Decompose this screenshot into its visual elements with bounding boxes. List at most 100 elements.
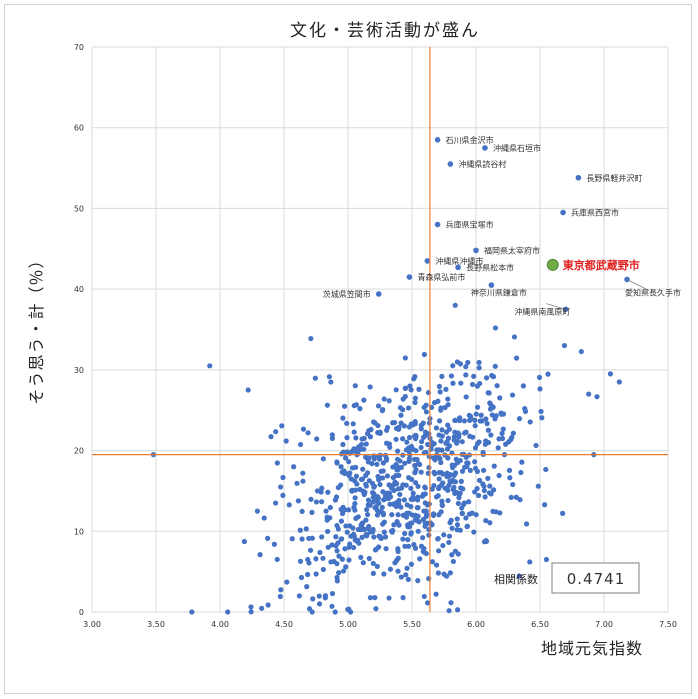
data-point: [272, 500, 279, 506]
data-point: [492, 416, 498, 422]
data-point: [459, 439, 465, 445]
data-point: [445, 487, 451, 493]
data-point: [334, 578, 340, 584]
data-point: [424, 600, 431, 606]
data-point: [394, 467, 400, 473]
data-point: [241, 538, 247, 545]
data-point: [357, 406, 363, 412]
data-point: [400, 512, 406, 518]
data-point: [381, 396, 387, 402]
data-point: [374, 461, 380, 467]
data-point: [436, 447, 442, 453]
labeled-point: [488, 282, 495, 288]
data-point: [445, 435, 452, 441]
data-point: [375, 473, 381, 480]
data-point: [510, 481, 516, 488]
data-point: [452, 470, 459, 476]
highlight-point: [546, 258, 559, 271]
data-point: [473, 512, 479, 518]
data-point: [393, 425, 400, 432]
data-point: [342, 546, 348, 552]
data-point: [320, 566, 326, 573]
data-point: [441, 571, 447, 577]
data-point: [464, 463, 470, 470]
data-point: [375, 403, 382, 409]
data-point: [402, 460, 408, 466]
data-point: [497, 510, 503, 516]
data-point: [365, 502, 371, 508]
data-point: [412, 462, 418, 469]
data-point: [479, 418, 485, 424]
data-point: [291, 464, 297, 470]
data-point: [389, 528, 395, 534]
data-point: [420, 535, 426, 541]
data-point: [450, 558, 456, 565]
data-point: [454, 359, 460, 365]
data-point: [342, 455, 349, 461]
data-point: [346, 557, 352, 563]
data-point: [436, 548, 442, 554]
labeled-point: [375, 291, 382, 297]
data-point: [352, 478, 358, 484]
data-point: [444, 446, 451, 452]
data-point: [248, 609, 254, 615]
data-point: [381, 529, 387, 535]
data-point: [305, 556, 311, 563]
data-point: [326, 374, 332, 380]
data-point: [416, 386, 422, 392]
data-point: [333, 534, 339, 540]
data-point: [395, 568, 401, 574]
data-point: [406, 448, 412, 454]
data-point: [300, 426, 307, 432]
data-point: [426, 453, 432, 460]
data-point: [475, 492, 482, 499]
data-point: [436, 432, 442, 438]
data-point: [414, 505, 420, 511]
data-points: [150, 137, 630, 615]
data-point: [408, 531, 414, 537]
data-point: [412, 545, 419, 551]
data-point: [616, 379, 622, 385]
data-point: [352, 537, 358, 543]
data-point: [536, 374, 543, 380]
data-point: [408, 485, 414, 491]
data-point: [383, 494, 389, 500]
data-point: [367, 529, 373, 535]
data-point: [448, 600, 454, 606]
data-point: [363, 441, 369, 447]
data-point: [543, 556, 550, 563]
data-point: [506, 467, 513, 473]
data-point: [328, 379, 334, 385]
data-point: [398, 420, 404, 426]
data-point: [369, 490, 376, 496]
data-point: [412, 421, 418, 427]
data-point: [436, 470, 442, 476]
x-tick-label: 4.00: [211, 620, 229, 629]
data-point: [340, 415, 346, 421]
data-point: [435, 398, 441, 404]
data-point: [343, 523, 349, 529]
labeled-point: [406, 274, 413, 280]
data-point: [421, 545, 427, 552]
data-point: [340, 504, 346, 510]
data-point: [390, 464, 396, 470]
data-point: [374, 512, 381, 518]
data-point: [419, 438, 425, 445]
point-annotations: 石川県金沢市沖縄県石垣市沖縄県読谷村長野県軽井沢町兵庫県西宮市兵庫県宝塚市福岡県…: [323, 135, 681, 317]
data-point: [309, 609, 315, 615]
data-point: [471, 373, 477, 379]
data-point: [518, 469, 524, 476]
data-point: [415, 497, 421, 503]
x-axis-title: 地域元気指数: [541, 639, 643, 658]
data-point: [324, 514, 330, 520]
data-point: [450, 363, 456, 369]
data-point: [516, 416, 523, 422]
data-point: [319, 499, 325, 505]
data-point: [456, 495, 462, 501]
data-point: [387, 566, 394, 572]
data-point: [322, 593, 329, 599]
data-point: [329, 603, 335, 609]
data-point: [476, 365, 482, 371]
data-point: [363, 454, 369, 460]
data-point: [406, 458, 412, 464]
